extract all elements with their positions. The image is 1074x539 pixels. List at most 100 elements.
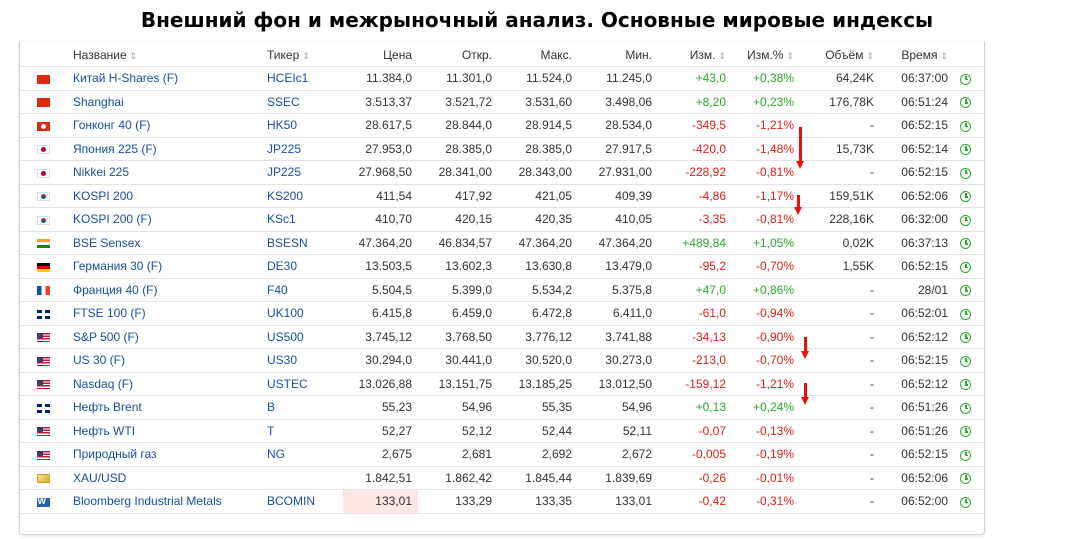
low-cell: 13.012,50: [578, 372, 658, 396]
low-cell: 133,01: [578, 489, 658, 514]
table-row[interactable]: Нефть WTI T 52,27 52,12 52,44 52,11 -0,0…: [19, 419, 985, 443]
instrument-name-link[interactable]: Природный газ: [67, 442, 261, 467]
column-header-high[interactable]: Макс.: [540, 47, 572, 62]
table-row[interactable]: Китай H-Shares (F) HCEIc1 11.384,0 11.30…: [19, 66, 985, 91]
column-header-volume[interactable]: Объём ⇕: [825, 47, 874, 62]
volume-cell: -: [800, 419, 880, 443]
clock-cell: [954, 325, 985, 349]
volume-cell: -: [800, 348, 880, 373]
instrument-name-link[interactable]: XAU/USD: [67, 466, 261, 490]
instrument-name-link[interactable]: S&P 500 (F): [67, 325, 261, 349]
ticker-cell: B: [261, 395, 343, 420]
table-row[interactable]: Shanghai SSEC 3.513,37 3.521,72 3.531,60…: [19, 90, 985, 114]
instrument-name-link[interactable]: Китай H-Shares (F): [67, 66, 261, 91]
instrument-name-link[interactable]: Франция 40 (F): [67, 278, 261, 302]
country-flag-icon: [36, 309, 50, 319]
table-row[interactable]: XAU/USD 1.842,51 1.862,42 1.845,44 1.839…: [19, 466, 985, 490]
table-row[interactable]: Япония 225 (F) JP225 27.953,0 28.385,0 2…: [19, 137, 985, 161]
volume-cell: -: [800, 278, 880, 302]
instrument-name-link[interactable]: BSE Sensex: [67, 231, 261, 255]
price-cell: 27.953,0: [343, 137, 418, 161]
instrument-name-link[interactable]: KOSPI 200 (F): [67, 207, 261, 232]
instrument-name-link[interactable]: Shanghai: [67, 90, 261, 114]
table-row[interactable]: Природный газ NG 2,675 2,681 2,692 2,672…: [19, 442, 985, 467]
low-cell: 3.498,06: [578, 90, 658, 114]
column-header-price[interactable]: Цена: [383, 47, 412, 62]
table-row[interactable]: KOSPI 200 (F) KSc1 410,70 420,15 420,35 …: [19, 207, 985, 232]
change-cell: -0,42: [658, 489, 732, 514]
instrument-name-link[interactable]: Япония 225 (F): [67, 137, 261, 161]
instrument-name-link[interactable]: KOSPI 200: [67, 184, 261, 208]
flag-cell: [19, 160, 67, 185]
table-row[interactable]: Нефть Brent B 55,23 54,96 55,35 54,96 +0…: [19, 395, 985, 420]
volume-cell: -: [800, 325, 880, 349]
clock-icon: [960, 332, 971, 344]
ticker-cell: NG: [261, 442, 343, 467]
clock-icon: [960, 426, 971, 438]
instrument-name-link[interactable]: US 30 (F): [67, 348, 261, 373]
country-flag-icon: [36, 98, 50, 108]
annotation-arrow-icon: [801, 383, 810, 405]
time-cell: 06:52:15: [880, 160, 954, 185]
table-row[interactable]: Nikkei 225 JP225 27.968,50 28.341,00 28.…: [19, 160, 985, 185]
price-cell: 13.026,88: [343, 372, 418, 396]
instrument-name-link[interactable]: Nikkei 225: [67, 160, 261, 185]
ticker-cell: USTEC: [261, 372, 343, 396]
flag-header: [19, 43, 67, 67]
column-header-low[interactable]: Мин.: [625, 47, 652, 62]
high-cell: 420,35: [498, 207, 578, 232]
table-row[interactable]: Гонконг 40 (F) HK50 28.617,5 28.844,0 28…: [19, 113, 985, 138]
ticker-cell: T: [261, 419, 343, 443]
volume-cell: -: [800, 489, 880, 514]
price-cell: 52,27: [343, 419, 418, 443]
table-row[interactable]: Nasdaq (F) USTEC 13.026,88 13.151,75 13.…: [19, 372, 985, 396]
flag-cell: [19, 231, 67, 255]
ticker-cell: SSEC: [261, 90, 343, 114]
price-cell: 5.504,5: [343, 278, 418, 302]
time-cell: 06:52:12: [880, 325, 954, 349]
time-cell: 06:51:26: [880, 395, 954, 420]
change-cell: -4,86: [658, 184, 732, 208]
instrument-name-link[interactable]: FTSE 100 (F): [67, 301, 261, 326]
instrument-name-link[interactable]: Nasdaq (F): [67, 372, 261, 396]
clock-cell: [954, 66, 985, 91]
volume-cell: 64,24K: [800, 66, 880, 91]
column-header-ticker[interactable]: Тикер ⇕: [267, 47, 310, 62]
instrument-name-link[interactable]: Нефть WTI: [67, 419, 261, 443]
volume-cell: 15,73K: [800, 137, 880, 161]
table-row[interactable]: US 30 (F) US30 30.294,0 30.441,0 30.520,…: [19, 348, 985, 373]
table-row[interactable]: Германия 30 (F) DE30 13.503,5 13.602,3 1…: [19, 254, 985, 279]
table-body: Китай H-Shares (F) HCEIc1 11.384,0 11.30…: [19, 66, 985, 514]
table-row[interactable]: BSE Sensex BSESN 47.364,20 46.834,57 47.…: [19, 231, 985, 255]
time-cell: 06:52:00: [880, 489, 954, 514]
change-pct-cell: -0,31%: [732, 489, 800, 514]
column-header-open[interactable]: Откр.: [461, 47, 492, 62]
clock-cell: [954, 489, 985, 514]
table-row[interactable]: FTSE 100 (F) UK100 6.415,8 6.459,0 6.472…: [19, 301, 985, 326]
clock-icon: [960, 191, 971, 203]
sort-icon: ⇕: [786, 50, 794, 61]
price-cell: 410,70: [343, 207, 418, 232]
table-row[interactable]: KOSPI 200 KS200 411,54 417,92 421,05 409…: [19, 184, 985, 208]
column-header-change[interactable]: Изм. ⇕: [689, 47, 726, 62]
instrument-name-link[interactable]: Bloomberg Industrial Metals: [67, 489, 261, 514]
low-cell: 410,05: [578, 207, 658, 232]
low-cell: 2,672: [578, 442, 658, 467]
table-row[interactable]: Франция 40 (F) F40 5.504,5 5.399,0 5.534…: [19, 278, 985, 302]
table-row[interactable]: Bloomberg Industrial Metals BCOMIN 133,0…: [19, 489, 985, 514]
clock-icon: [960, 144, 971, 156]
column-header-change-pct[interactable]: Изм.% ⇕: [747, 47, 794, 62]
page-title: Внешний фон и межрыночный анализ. Основн…: [140, 8, 934, 32]
country-flag-icon: [36, 474, 50, 484]
flag-cell: [19, 278, 67, 302]
instrument-name-link[interactable]: Германия 30 (F): [67, 254, 261, 279]
country-flag-icon: [36, 286, 50, 296]
instrument-name-link[interactable]: Гонконг 40 (F): [67, 113, 261, 138]
instrument-name-link[interactable]: Нефть Brent: [67, 395, 261, 420]
change-cell: -349,5: [658, 113, 732, 138]
column-header-name[interactable]: Название ⇕: [73, 47, 138, 62]
high-cell: 28.343,00: [498, 160, 578, 185]
column-header-time[interactable]: Время ⇕: [901, 47, 948, 62]
time-cell: 06:52:14: [880, 137, 954, 161]
table-row[interactable]: S&P 500 (F) US500 3.745,12 3.768,50 3.77…: [19, 325, 985, 349]
